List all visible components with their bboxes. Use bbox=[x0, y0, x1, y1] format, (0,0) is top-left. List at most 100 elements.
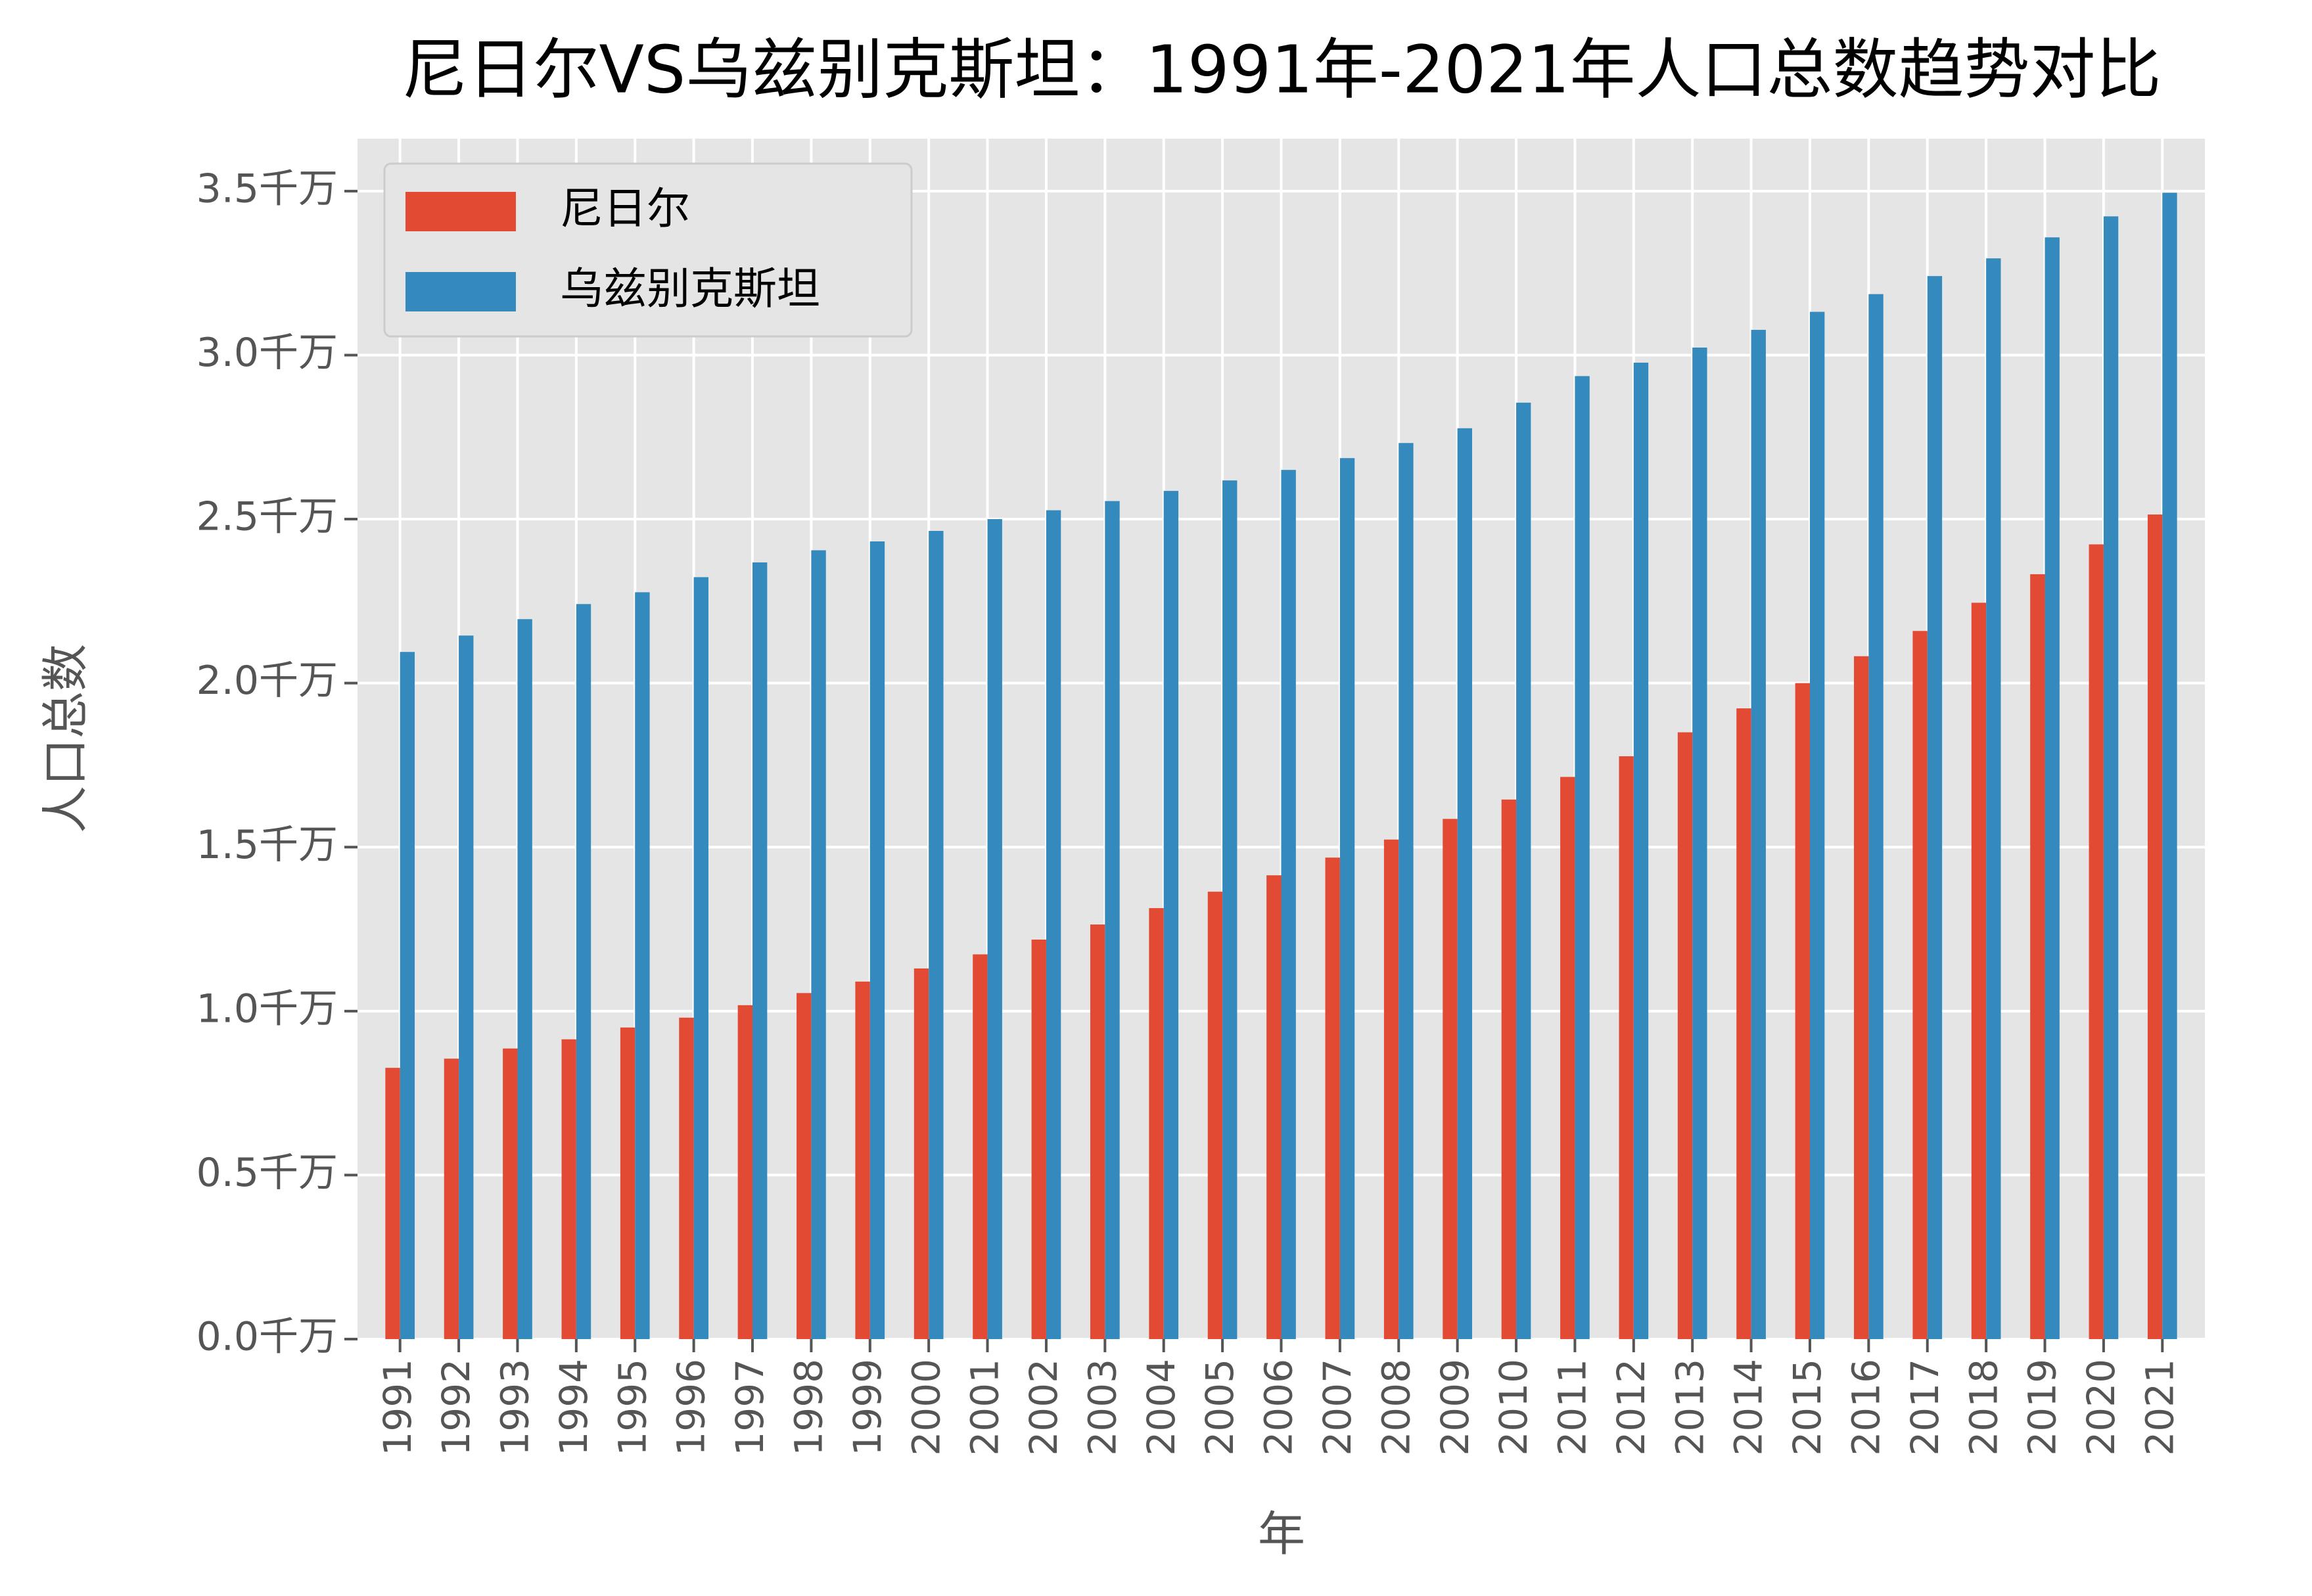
bar bbox=[869, 541, 885, 1340]
legend-swatch bbox=[405, 192, 516, 231]
bar bbox=[1163, 491, 1179, 1340]
bar bbox=[1046, 510, 1061, 1339]
bar bbox=[855, 981, 870, 1339]
x-tick-label: 1994 bbox=[551, 1359, 596, 1456]
bar bbox=[1383, 839, 1399, 1339]
bar bbox=[1809, 311, 1825, 1340]
bar bbox=[1149, 908, 1164, 1339]
bar bbox=[2162, 193, 2177, 1339]
bar bbox=[503, 1048, 518, 1339]
bar bbox=[693, 577, 708, 1340]
bar bbox=[1736, 708, 1751, 1339]
x-tick-label: 2017 bbox=[1903, 1359, 1947, 1456]
bar bbox=[1266, 875, 1282, 1339]
bar bbox=[2030, 574, 2045, 1339]
x-tick-label: 2021 bbox=[2137, 1359, 2182, 1456]
y-tick-label: 2.0千万 bbox=[197, 658, 338, 704]
legend-label: 尼日尔 bbox=[560, 183, 690, 234]
bar bbox=[1868, 294, 1884, 1340]
bar bbox=[2147, 514, 2163, 1339]
bar bbox=[576, 604, 591, 1339]
y-tick-label: 2.5千万 bbox=[197, 494, 338, 540]
bar bbox=[1516, 402, 1531, 1340]
bar bbox=[385, 1068, 400, 1339]
x-tick-label: 2016 bbox=[1843, 1359, 1888, 1456]
bar bbox=[679, 1017, 694, 1339]
x-tick-label: 2009 bbox=[1433, 1359, 1477, 1456]
x-tick-label: 2001 bbox=[963, 1359, 1007, 1456]
x-tick-label: 2006 bbox=[1257, 1359, 1301, 1456]
x-tick-label: 1999 bbox=[845, 1359, 890, 1456]
bar bbox=[1222, 480, 1237, 1339]
bar bbox=[444, 1059, 459, 1339]
y-tick-label: 1.0千万 bbox=[197, 986, 338, 1032]
bar bbox=[1105, 501, 1120, 1339]
bar bbox=[2103, 216, 2119, 1340]
bar bbox=[737, 1005, 753, 1339]
x-tick-label: 2008 bbox=[1374, 1359, 1418, 1456]
y-axis-label: 人口总数 bbox=[38, 644, 93, 833]
y-tick-label: 0.5千万 bbox=[197, 1150, 338, 1196]
x-tick-label: 2000 bbox=[904, 1359, 948, 1456]
x-tick-label: 2004 bbox=[1139, 1359, 1184, 1456]
x-tick-label: 2010 bbox=[1491, 1359, 1536, 1456]
bar bbox=[811, 550, 826, 1339]
x-tick-label: 2005 bbox=[1197, 1359, 1242, 1456]
x-tick-label: 2013 bbox=[1667, 1359, 1712, 1456]
y-tick-label: 3.0千万 bbox=[197, 330, 338, 376]
bar bbox=[1633, 362, 1649, 1339]
bar bbox=[1443, 819, 1458, 1339]
legend-label: 乌兹别克斯坦 bbox=[560, 263, 820, 314]
bar bbox=[1912, 631, 1928, 1339]
bar bbox=[1325, 857, 1340, 1339]
x-tick-label: 2014 bbox=[1726, 1359, 1771, 1456]
bar bbox=[1692, 347, 1707, 1340]
bar bbox=[1207, 892, 1223, 1339]
bar bbox=[459, 635, 474, 1339]
bar bbox=[620, 1027, 636, 1339]
x-tick-label: 1997 bbox=[728, 1359, 772, 1456]
bar bbox=[1677, 732, 1693, 1339]
bar bbox=[1031, 939, 1046, 1339]
x-tick-label: 2015 bbox=[1785, 1359, 1830, 1456]
bar bbox=[400, 652, 415, 1339]
x-tick-label: 2002 bbox=[1021, 1359, 1066, 1456]
legend-box bbox=[383, 162, 913, 338]
x-tick-label: 2018 bbox=[1961, 1359, 2006, 1456]
x-tick-label: 1996 bbox=[669, 1359, 714, 1456]
bar bbox=[752, 562, 768, 1340]
bar bbox=[1339, 458, 1355, 1339]
x-tick-label: 2007 bbox=[1315, 1359, 1360, 1456]
bar bbox=[1795, 683, 1810, 1339]
x-tick-label: 1992 bbox=[434, 1359, 478, 1456]
bar bbox=[913, 968, 929, 1339]
bar bbox=[1457, 428, 1473, 1339]
x-tick-label: 2011 bbox=[1550, 1359, 1595, 1456]
bar bbox=[2089, 544, 2104, 1339]
bar bbox=[1281, 470, 1296, 1339]
bar bbox=[797, 993, 812, 1339]
bar bbox=[1090, 924, 1105, 1339]
bar bbox=[1854, 656, 1869, 1339]
bar bbox=[1971, 603, 1987, 1340]
x-tick-label: 2003 bbox=[1080, 1359, 1124, 1456]
chart-title: 尼日尔VS乌兹别克斯坦：1991年-2021年人口总数趋势对比 bbox=[402, 31, 2162, 108]
x-tick-label: 1991 bbox=[375, 1359, 420, 1456]
x-tick-label: 2019 bbox=[2020, 1359, 2065, 1456]
x-tick-label: 2012 bbox=[1609, 1359, 1653, 1456]
y-tick-label: 3.5千万 bbox=[197, 166, 338, 212]
bar bbox=[987, 519, 1002, 1339]
bar bbox=[1619, 756, 1634, 1339]
bar bbox=[1751, 330, 1766, 1340]
bar bbox=[929, 531, 944, 1339]
bar bbox=[2045, 237, 2060, 1339]
bar bbox=[1501, 799, 1517, 1339]
x-tick-label: 1995 bbox=[610, 1359, 655, 1456]
bar bbox=[561, 1039, 576, 1339]
bar bbox=[1986, 258, 2001, 1339]
bar bbox=[635, 592, 650, 1339]
y-tick-label: 1.5千万 bbox=[197, 822, 338, 868]
bar bbox=[973, 954, 988, 1339]
